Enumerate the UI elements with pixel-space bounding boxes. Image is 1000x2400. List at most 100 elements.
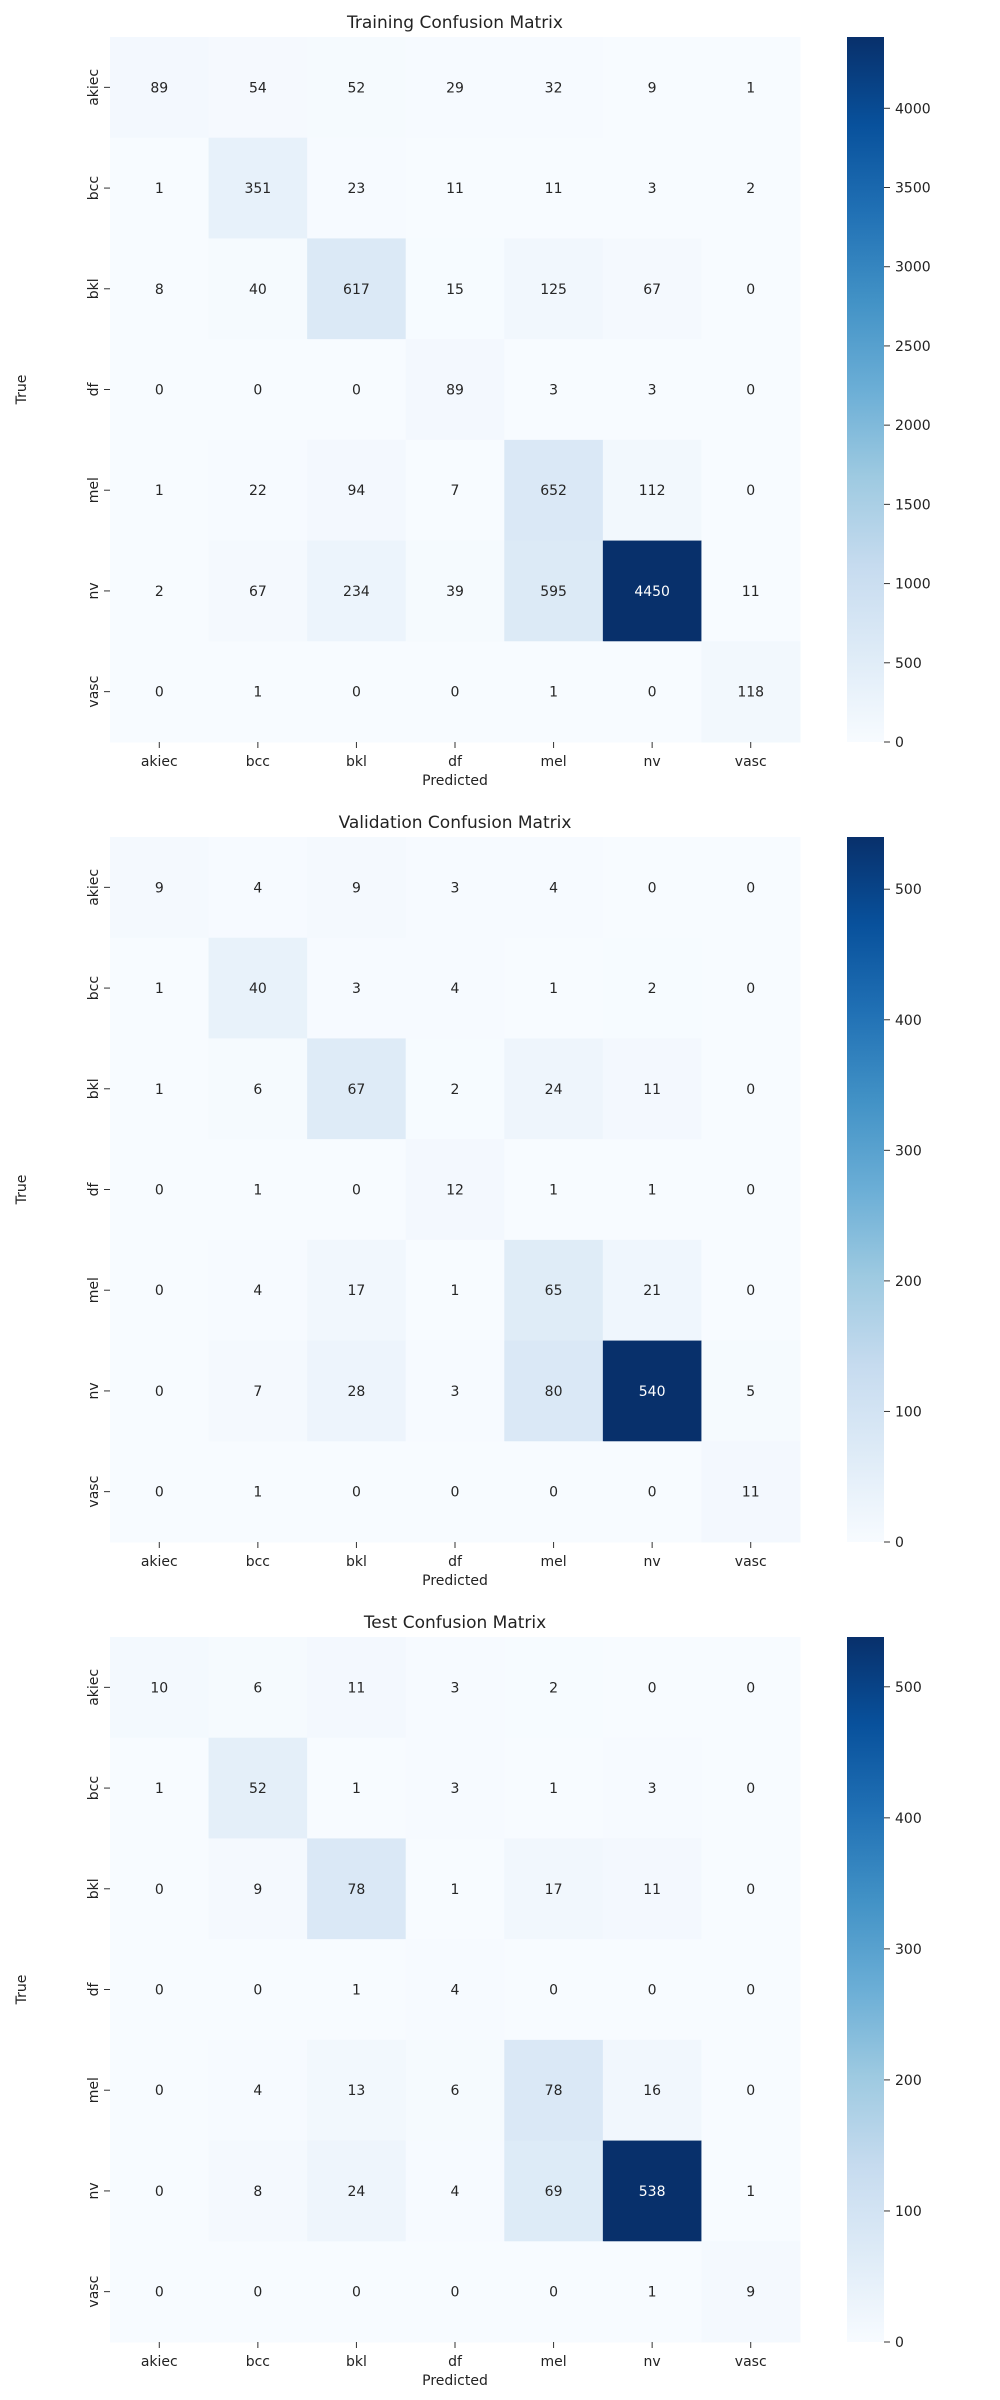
heatmap-cell	[110, 1340, 210, 1442]
cell-value-label: 0	[352, 685, 361, 701]
cell-value-label: 2	[451, 1082, 460, 1098]
heatmap-cell	[307, 1637, 407, 1739]
cell-value-label: 54	[249, 80, 267, 96]
heatmap-cell	[504, 1038, 604, 1140]
heatmap-cell	[504, 1939, 604, 2041]
cell-value-label: 0	[253, 383, 262, 399]
x-tick-label: vasc	[735, 1554, 767, 1570]
cell-value-label: 0	[746, 880, 755, 896]
cell-value-label: 28	[348, 1384, 366, 1400]
cell-value-label: 0	[648, 1983, 657, 1999]
heatmap-cell	[208, 439, 308, 542]
cell-value-label: 1	[549, 1183, 558, 1199]
cell-value-label: 0	[155, 2285, 164, 2301]
heatmap-cell	[602, 1637, 702, 1739]
cell-value-label: 0	[155, 1283, 164, 1299]
heatmap-cell	[307, 937, 407, 1039]
heatmap-cell	[504, 540, 604, 642]
heatmap-cell	[110, 1038, 210, 1140]
colorbar-tick-label: 1500	[895, 497, 931, 513]
heatmap-cell	[701, 937, 801, 1039]
cell-value-label: 11	[742, 584, 760, 600]
heatmap-cell	[602, 937, 702, 1039]
heatmap-cell	[307, 1441, 407, 1543]
colorbar-tick-label: 4000	[895, 101, 931, 117]
cell-value-label: 4	[451, 1983, 460, 1999]
colorbar	[847, 837, 884, 1542]
cell-value-label: 21	[643, 1283, 661, 1299]
heatmap-cell	[504, 1340, 604, 1442]
cell-value-label: 0	[155, 1882, 164, 1898]
heatmap-cell	[208, 641, 308, 743]
heatmap-cell	[307, 2140, 407, 2242]
cell-value-label: 11	[446, 181, 464, 197]
heatmap-cell	[405, 2140, 505, 2242]
heatmap-cell	[701, 1939, 801, 2041]
x-axis-label: Predicted	[422, 773, 488, 789]
cell-value-label: 67	[643, 282, 661, 298]
heatmap-cell	[307, 2039, 407, 2142]
heatmap-cell	[307, 1939, 407, 2041]
cell-value-label: 13	[348, 2083, 366, 2099]
heatmap-cell	[110, 641, 210, 743]
chart-title: Validation Confusion Matrix	[339, 813, 572, 833]
cell-value-label: 11	[643, 1082, 661, 1098]
cell-value-label: 1	[155, 1781, 164, 1797]
cell-value-label: 89	[150, 80, 168, 96]
heatmap-cell	[701, 1139, 801, 1241]
cell-value-label: 4450	[634, 584, 670, 600]
heatmap-cell	[307, 1139, 407, 1241]
cell-value-label: 9	[746, 2285, 755, 2301]
cell-value-label: 0	[352, 383, 361, 399]
cell-value-label: 9	[648, 80, 657, 96]
heatmap-cell	[701, 1038, 801, 1140]
cell-value-label: 0	[352, 1183, 361, 1199]
cell-value-label: 0	[648, 1680, 657, 1696]
y-tick-label: akiec	[86, 69, 102, 106]
cell-value-label: 65	[545, 1283, 563, 1299]
cell-value-label: 351	[244, 181, 271, 197]
heatmap-cell	[701, 2140, 801, 2242]
cell-value-label: 0	[352, 2285, 361, 2301]
x-axis-label: Predicted	[422, 2373, 488, 2389]
heatmap-cell	[701, 339, 801, 441]
x-tick-label: nv	[644, 1554, 661, 1570]
heatmap-cell	[405, 439, 505, 542]
heatmap-cell	[307, 1340, 407, 1442]
heatmap-cell	[602, 339, 702, 441]
heatmap-cell	[701, 1637, 801, 1739]
cell-value-label: 540	[639, 1384, 666, 1400]
cell-value-label: 11	[545, 181, 563, 197]
cell-value-label: 0	[155, 685, 164, 701]
cell-value-label: 9	[253, 1882, 262, 1898]
cell-value-label: 0	[155, 383, 164, 399]
x-tick-label: df	[448, 754, 463, 770]
cell-value-label: 8	[155, 282, 164, 298]
x-tick-label: akiec	[141, 754, 178, 770]
cell-value-label: 22	[249, 483, 267, 499]
heatmap-cell	[602, 1441, 702, 1543]
heatmap-cell	[504, 837, 604, 939]
heatmap-cell	[602, 2140, 702, 2242]
cell-value-label: 595	[540, 584, 567, 600]
cell-value-label: 234	[343, 584, 370, 600]
heatmap-cell	[208, 37, 308, 139]
cell-value-label: 4	[253, 2083, 262, 2099]
cell-value-label: 0	[253, 1983, 262, 1999]
x-tick-label: nv	[644, 754, 661, 770]
cell-value-label: 3	[451, 1680, 460, 1696]
colorbar-tick-label: 300	[895, 1143, 922, 1159]
cell-value-label: 0	[746, 1781, 755, 1797]
heatmap-cell	[208, 1838, 308, 1940]
cell-value-label: 3	[648, 1781, 657, 1797]
colorbar-tick-label: 1000	[895, 577, 931, 593]
cell-value-label: 3	[648, 181, 657, 197]
heatmap-cell	[701, 2039, 801, 2142]
heatmap-cell	[307, 641, 407, 743]
x-tick-label: mel	[541, 754, 567, 770]
x-tick-label: bcc	[246, 1554, 270, 1570]
heatmap-cell	[504, 238, 604, 340]
cell-value-label: 17	[545, 1882, 563, 1898]
x-tick-label: df	[448, 1554, 463, 1570]
x-tick-label: nv	[644, 2354, 661, 2370]
